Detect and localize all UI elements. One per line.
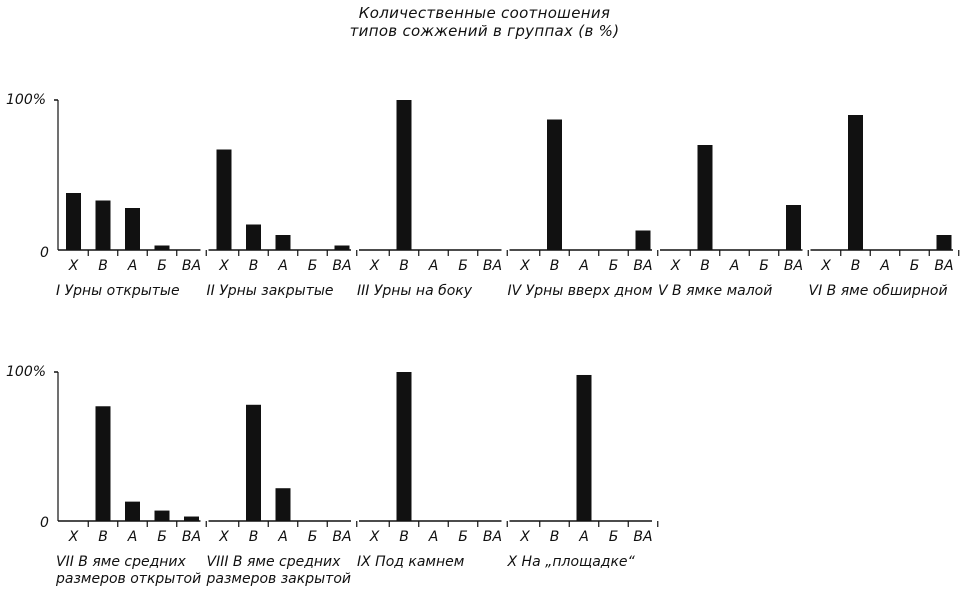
x-tick-label: А	[879, 258, 890, 274]
x-tick-label: Б	[759, 258, 769, 274]
x-tick-label: В	[249, 258, 259, 274]
panel-label: IX Под камнем	[357, 554, 465, 570]
x-tick-label: Х	[820, 258, 831, 274]
bar	[95, 406, 111, 521]
x-tick-label: Х	[68, 529, 79, 545]
x-tick-label: А	[428, 258, 439, 274]
chart-title-line1: Количественные соотношения	[358, 4, 611, 22]
panel-label: II Урны закрытые	[207, 283, 334, 299]
panel-label: VII В яме средних	[56, 554, 187, 570]
bar	[95, 200, 111, 250]
x-tick-label: Х	[670, 258, 681, 274]
x-tick-label: В	[98, 529, 108, 545]
bar	[154, 510, 170, 521]
panel-label: VI В яме обширной	[809, 283, 948, 299]
bar	[786, 205, 801, 250]
bar	[334, 245, 350, 250]
bar	[154, 245, 170, 250]
x-tick-label: Х	[369, 529, 380, 545]
x-tick-label: А	[578, 258, 589, 274]
x-tick-label: Х	[519, 258, 530, 274]
x-tick-label: ВА	[483, 529, 502, 545]
panel-label: VIII В яме средних	[207, 554, 342, 570]
y-axis-top-label: 100%	[6, 92, 46, 108]
x-tick-label: В	[550, 258, 560, 274]
x-tick-label: Б	[910, 258, 920, 274]
bar	[184, 516, 199, 521]
x-tick-label: ВА	[633, 258, 652, 274]
bar	[275, 235, 291, 250]
x-tick-label: Б	[308, 258, 318, 274]
bar	[848, 115, 863, 250]
x-tick-label: Х	[218, 258, 229, 274]
x-tick-label: Х	[519, 529, 530, 545]
x-tick-label: ВА	[332, 529, 351, 545]
chart-title-line2: типов сожжений в группах (в %)	[349, 22, 620, 40]
panel-label: I Урны открытые	[56, 283, 180, 299]
bar	[396, 372, 412, 521]
bar	[576, 374, 592, 521]
x-tick-label: В	[399, 258, 409, 274]
bar	[275, 488, 291, 521]
x-tick-label: ВА	[182, 529, 201, 545]
x-tick-label: Б	[308, 529, 318, 545]
x-tick-label: А	[428, 529, 439, 545]
x-tick-label: Х	[68, 258, 79, 274]
x-tick-label: Б	[609, 529, 619, 545]
x-tick-label: ВА	[633, 529, 652, 545]
x-tick-label: В	[700, 258, 710, 274]
x-tick-label: А	[127, 529, 138, 545]
x-tick-label: В	[399, 529, 409, 545]
y-axis-top-label: 100%	[6, 364, 46, 380]
bar	[697, 145, 713, 250]
x-tick-label: ВА	[182, 258, 201, 274]
panel-label: V В ямке малой	[658, 283, 772, 299]
x-tick-label: А	[277, 258, 288, 274]
x-tick-label: Б	[458, 258, 468, 274]
x-tick-label: ВА	[332, 258, 351, 274]
bar	[125, 501, 140, 521]
x-tick-label: Б	[458, 529, 468, 545]
x-tick-label: Х	[369, 258, 380, 274]
y-axis-zero-label: 0	[40, 245, 49, 261]
x-tick-label: А	[277, 529, 288, 545]
x-tick-label: В	[98, 258, 108, 274]
x-tick-label: А	[127, 258, 138, 274]
chart-title: Количественные соотношения типов сожжени…	[0, 4, 969, 40]
panel-label: X На „площадке“	[507, 554, 636, 570]
y-axis-zero-label: 0	[40, 515, 49, 531]
panel-label: III Урны на боку	[357, 283, 473, 299]
panel-label-line2: размеров закрытой	[206, 571, 351, 587]
x-tick-label: В	[851, 258, 861, 274]
x-tick-label: В	[550, 529, 560, 545]
x-tick-label: Б	[609, 258, 619, 274]
x-tick-label: Х	[218, 529, 229, 545]
bar	[246, 224, 261, 250]
bar	[635, 230, 651, 250]
panel-label-line2: размеров открытой	[55, 571, 201, 587]
panel-label: IV Урны вверх дном	[508, 283, 653, 299]
bar	[396, 100, 412, 250]
bar	[66, 193, 81, 250]
bar	[125, 208, 140, 250]
x-tick-label: А	[729, 258, 740, 274]
bar	[216, 149, 232, 250]
x-tick-label: Б	[157, 529, 167, 545]
x-tick-label: В	[249, 529, 259, 545]
x-tick-label: ВА	[784, 258, 803, 274]
x-tick-label: А	[578, 529, 589, 545]
x-tick-label: Б	[157, 258, 167, 274]
bar	[936, 235, 952, 250]
bar	[246, 404, 261, 521]
bar	[547, 119, 562, 250]
x-tick-label: ВА	[934, 258, 953, 274]
x-tick-label: ВА	[483, 258, 502, 274]
